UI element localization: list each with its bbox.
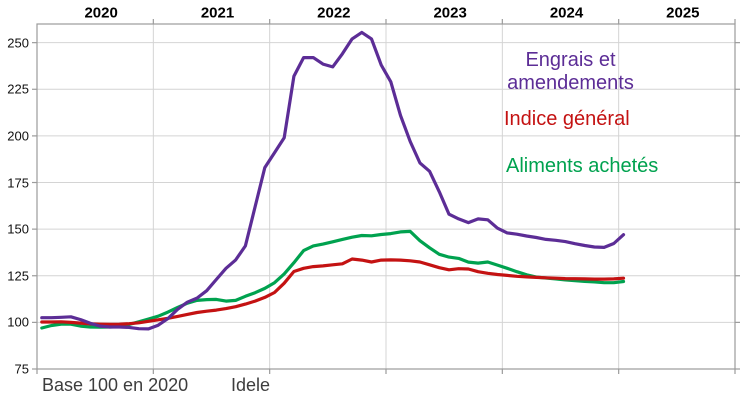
x-axis-year-label: 2022	[317, 4, 351, 22]
x-axis-year-label: 2021	[200, 4, 235, 22]
x-axis-year-label: 2025	[666, 4, 700, 22]
series-line-2	[40, 229, 626, 330]
y-axis-tick-label: 100	[7, 314, 29, 330]
x-axis-year-label: 2023	[433, 4, 467, 22]
legend-item-indice-general: Indice général	[504, 108, 630, 130]
legend-item-engrais: Engrais et amendements	[507, 49, 634, 94]
x-axis-year-label: 2024	[549, 4, 584, 22]
y-axis-tick-label: 125	[7, 268, 29, 284]
x-axis-year-label: 2020	[84, 4, 118, 22]
y-axis-tick-label: 150	[7, 221, 29, 237]
series-line-0	[40, 30, 626, 331]
y-axis-tick-label: 175	[7, 175, 29, 190]
footnote-base-100: Base 100 en 2020	[42, 375, 189, 395]
y-axis-tick-label: 200	[7, 128, 29, 144]
y-axis-tick-label: 225	[7, 81, 29, 97]
y-axis-tick-label: 75	[14, 361, 29, 377]
y-axis-tick-label: 250	[7, 35, 29, 51]
series-line-1	[40, 257, 626, 326]
footnote-source-idele: Idele	[231, 375, 271, 395]
legend-item-aliments-achetes: Aliments achetés	[506, 155, 659, 177]
